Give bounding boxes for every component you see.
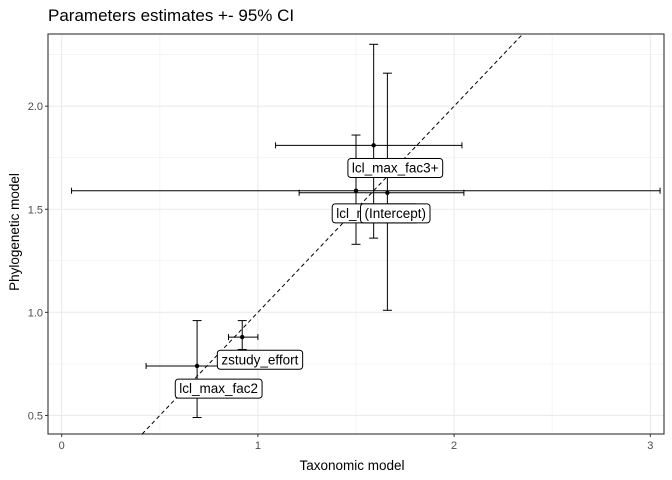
reference-line [141,33,524,435]
y-tick-label: 2.0 [28,101,43,113]
point-label-box [174,378,263,399]
x-tick-label: 0 [59,440,65,452]
error-bar-group [227,320,259,350]
chart-title: Parameters estimates +- 95% CI [48,6,295,25]
data-point [385,190,390,195]
y-axis-title: Phylogenetic model [7,173,22,291]
data-point [240,334,245,340]
x-tick-label: 1 [255,440,261,452]
grid-layer [48,34,664,434]
point-label-box [359,203,431,224]
point-label-group: lcl_max_fac3+ [347,158,444,179]
x-tick-label: 3 [647,440,653,452]
data-point [353,188,359,193]
panel-border-layer [47,33,665,435]
x-axis-title: Taxonomic model [299,458,404,473]
data-point [194,363,200,369]
y-tick-label: 1.0 [28,307,43,319]
point-label: zstudy_effort [221,352,298,367]
x-tick-label: 2 [451,440,457,452]
point-label-box [347,158,444,179]
point-label: lcl_max_fac2 [179,381,258,396]
data-point [371,143,376,148]
y-tick-label: 0.5 [28,410,43,422]
point-label-group: (Intercept) [359,203,431,224]
y-tick-label: 1.5 [28,204,43,216]
point-layer [194,143,390,369]
point-label: lcl_max_fac3+ [352,161,439,176]
panel-border [47,33,665,435]
error-bar-group [298,72,465,311]
point-label-layer: lcl_max_fac3+lcl_max_fac3(Intercept)zstu… [174,158,444,399]
point-label-group: lcl_max_fac2 [174,378,263,399]
axis-layer: 0 1 2 3 0.5 1.0 1.5 2.0 [28,101,654,452]
point-label-group: zstudy_effort [216,349,304,370]
point-label-box [216,349,304,370]
reference-line-layer [141,33,524,435]
point-label: (Intercept) [364,206,426,221]
